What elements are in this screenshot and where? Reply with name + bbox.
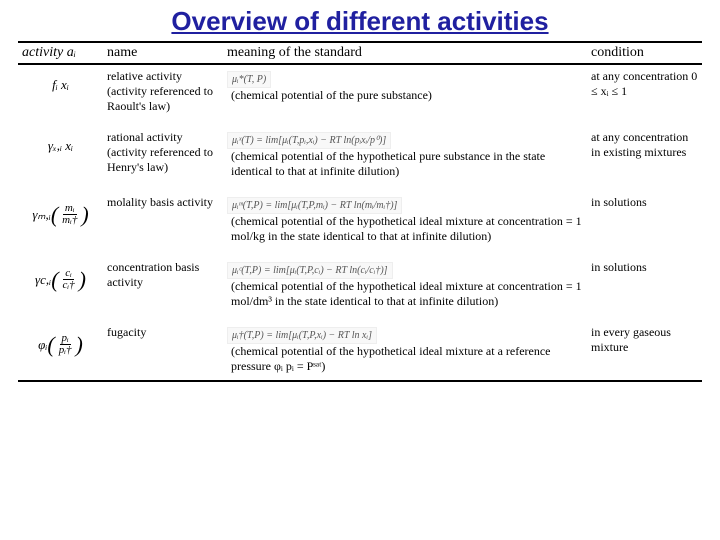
header-condition: condition — [587, 45, 702, 61]
header-meaning: meaning of the standard — [223, 45, 587, 61]
frac-den: pᵢ† — [57, 345, 74, 356]
table-row: γₘ,ᵢ ( mᵢ mᵢ† ) molality basis activity … — [18, 191, 702, 256]
meaning-text: (chemical potential of the hypothetical … — [227, 279, 583, 309]
table-row: γₓ,ᵢ xᵢ rational activity (activity refe… — [18, 126, 702, 191]
activity-symbol: γₘ,ᵢ ( mᵢ mᵢ† ) — [18, 195, 103, 244]
activity-meaning: μᵢˣ(T) = lim[μᵢ(T,pᵢ,xᵢ) − RT ln(pᵢxᵢ/p⁰… — [223, 130, 587, 179]
activity-condition: in every gaseous mixture — [587, 325, 702, 374]
activity-meaning: μᵢᶜ(T,P) = lim[μᵢ(T,P,cᵢ) − RT ln(cᵢ/cᵢ†… — [223, 260, 587, 309]
table-row: fᵢ xᵢ relative activity (activity refere… — [18, 65, 702, 126]
activity-symbol: γₓ,ᵢ xᵢ — [18, 130, 103, 179]
activity-condition: at any concentration in existing mixture… — [587, 130, 702, 179]
formula-image: μᵢ†(T,P) = lim[μᵢ(T,P,xᵢ) − RT ln xᵢ] — [227, 327, 377, 344]
paren-icon: ) — [81, 207, 88, 222]
table-row: φᵢ ( pᵢ pᵢ† ) fugacity μᵢ†(T,P) = lim[μᵢ… — [18, 321, 702, 382]
activity-symbol: fᵢ xᵢ — [18, 69, 103, 114]
activity-name: relative activity (activity referenced t… — [103, 69, 223, 114]
activity-meaning: μᵢ*(T, P) (chemical potential of the pur… — [223, 69, 587, 114]
header-name: name — [103, 45, 223, 61]
paren-icon: ( — [51, 272, 58, 287]
activity-name: rational activity (activity referenced t… — [103, 130, 223, 179]
activity-condition: in solutions — [587, 195, 702, 244]
activity-name: fugacity — [103, 325, 223, 374]
table-row: γc,ᵢ ( cᵢ cᵢ† ) concentration basis acti… — [18, 256, 702, 321]
symbol-prefix: γₘ,ᵢ — [32, 207, 51, 223]
formula-image: μᵢᵐ(T,P) = lim[μᵢ(T,P,mᵢ) − RT ln(mᵢ/mᵢ†… — [227, 197, 402, 214]
paren-icon: ) — [79, 272, 86, 287]
meaning-text: (chemical potential of the hypothetical … — [227, 214, 583, 244]
activity-condition: in solutions — [587, 260, 702, 309]
activities-table: activity aᵢ name meaning of the standard… — [0, 41, 720, 382]
table-header-row: activity aᵢ name meaning of the standard… — [18, 41, 702, 65]
activity-meaning: μᵢᵐ(T,P) = lim[μᵢ(T,P,mᵢ) − RT ln(mᵢ/mᵢ†… — [223, 195, 587, 244]
slide-title: Overview of different activities — [0, 0, 720, 41]
paren-icon: ) — [76, 337, 83, 352]
formula-image: μᵢᶜ(T,P) = lim[μᵢ(T,P,cᵢ) − RT ln(cᵢ/cᵢ†… — [227, 262, 393, 279]
formula-image: μᵢˣ(T) = lim[μᵢ(T,pᵢ,xᵢ) − RT ln(pᵢxᵢ/p⁰… — [227, 132, 391, 149]
activity-name: molality basis activity — [103, 195, 223, 244]
activity-name: concentration basis activity — [103, 260, 223, 309]
paren-icon: ( — [47, 337, 54, 352]
meaning-text: (chemical potential of the pure substanc… — [227, 88, 583, 103]
activity-meaning: μᵢ†(T,P) = lim[μᵢ(T,P,xᵢ) − RT ln xᵢ] (c… — [223, 325, 587, 374]
meaning-text: (chemical potential of the hypothetical … — [227, 149, 583, 179]
activity-symbol: φᵢ ( pᵢ pᵢ† ) — [18, 325, 103, 374]
activity-condition: at any concentration 0 ≤ xᵢ ≤ 1 — [587, 69, 702, 114]
activity-symbol: γc,ᵢ ( cᵢ cᵢ† ) — [18, 260, 103, 309]
meaning-text: (chemical potential of the hypothetical … — [227, 344, 583, 374]
frac-den: cᵢ† — [61, 280, 77, 291]
frac-den: mᵢ† — [60, 215, 79, 226]
symbol-prefix: φᵢ — [38, 337, 47, 353]
formula-image: μᵢ*(T, P) — [227, 71, 271, 88]
header-activity: activity aᵢ — [18, 45, 103, 61]
symbol-prefix: γc,ᵢ — [35, 272, 51, 288]
paren-icon: ( — [51, 207, 58, 222]
